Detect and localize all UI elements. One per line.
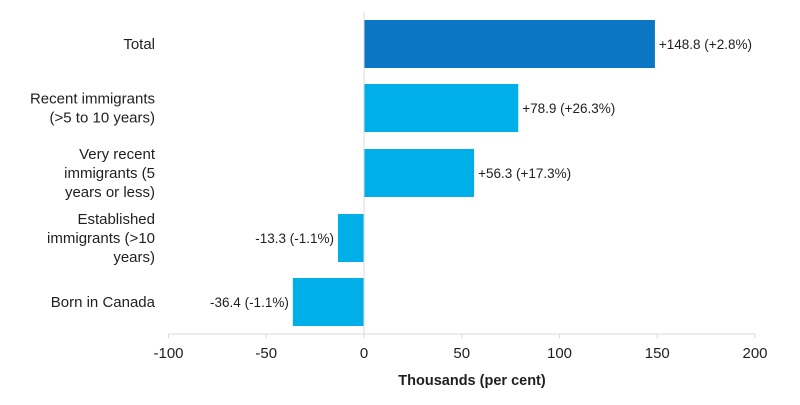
- x-tick-label: 200: [742, 345, 767, 362]
- category-label-line: Recent immigrants: [30, 91, 155, 108]
- data-label: -13.3 (-1.1%): [255, 231, 334, 246]
- x-axis: -100 -50 0 50 100 150 200: [153, 12, 768, 362]
- category-label: Total: [123, 36, 155, 53]
- x-tick-label: -50: [255, 345, 277, 362]
- category-label-line: Total: [123, 36, 155, 53]
- bars-group: [292, 20, 655, 326]
- category-label-line: immigrants (>10: [47, 230, 155, 247]
- labels-group: +148.8 (+2.8%) Total +78.9 (+26.3%) Recent …: [30, 36, 752, 311]
- bar: [337, 214, 364, 262]
- x-tick-label: 100: [547, 345, 572, 362]
- data-label: +148.8 (+2.8%): [659, 37, 752, 52]
- category-label-line: years): [113, 249, 155, 266]
- category-label-line: Born in Canada: [51, 294, 156, 311]
- category-label-line: immigrants (5: [64, 165, 155, 182]
- bar: [364, 20, 655, 68]
- x-tick-label: 0: [360, 345, 368, 362]
- bar: [292, 278, 364, 326]
- category-label-line: years or less): [65, 184, 155, 201]
- category-label-line: (>5 to 10 years): [50, 110, 155, 127]
- data-label: -36.4 (-1.1%): [210, 295, 289, 310]
- category-label-line: Very recent: [79, 146, 156, 163]
- category-label: Established immigrants (>10 years): [47, 211, 155, 266]
- x-axis-title: Thousands (per cent): [398, 373, 546, 389]
- category-label: Born in Canada: [51, 294, 156, 311]
- category-label: Recent immigrants (>5 to 10 years): [30, 91, 155, 127]
- x-tick-label: 150: [645, 345, 670, 362]
- data-label: +56.3 (+17.3%): [478, 166, 571, 181]
- x-tick-label: -100: [153, 345, 183, 362]
- category-label-line: Established: [77, 211, 155, 228]
- bar: [364, 84, 519, 132]
- x-tick-label: 50: [453, 345, 470, 362]
- bar: [364, 149, 475, 197]
- data-label: +78.9 (+26.3%): [522, 101, 615, 116]
- category-label: Very recent immigrants (5 years or less): [64, 146, 156, 201]
